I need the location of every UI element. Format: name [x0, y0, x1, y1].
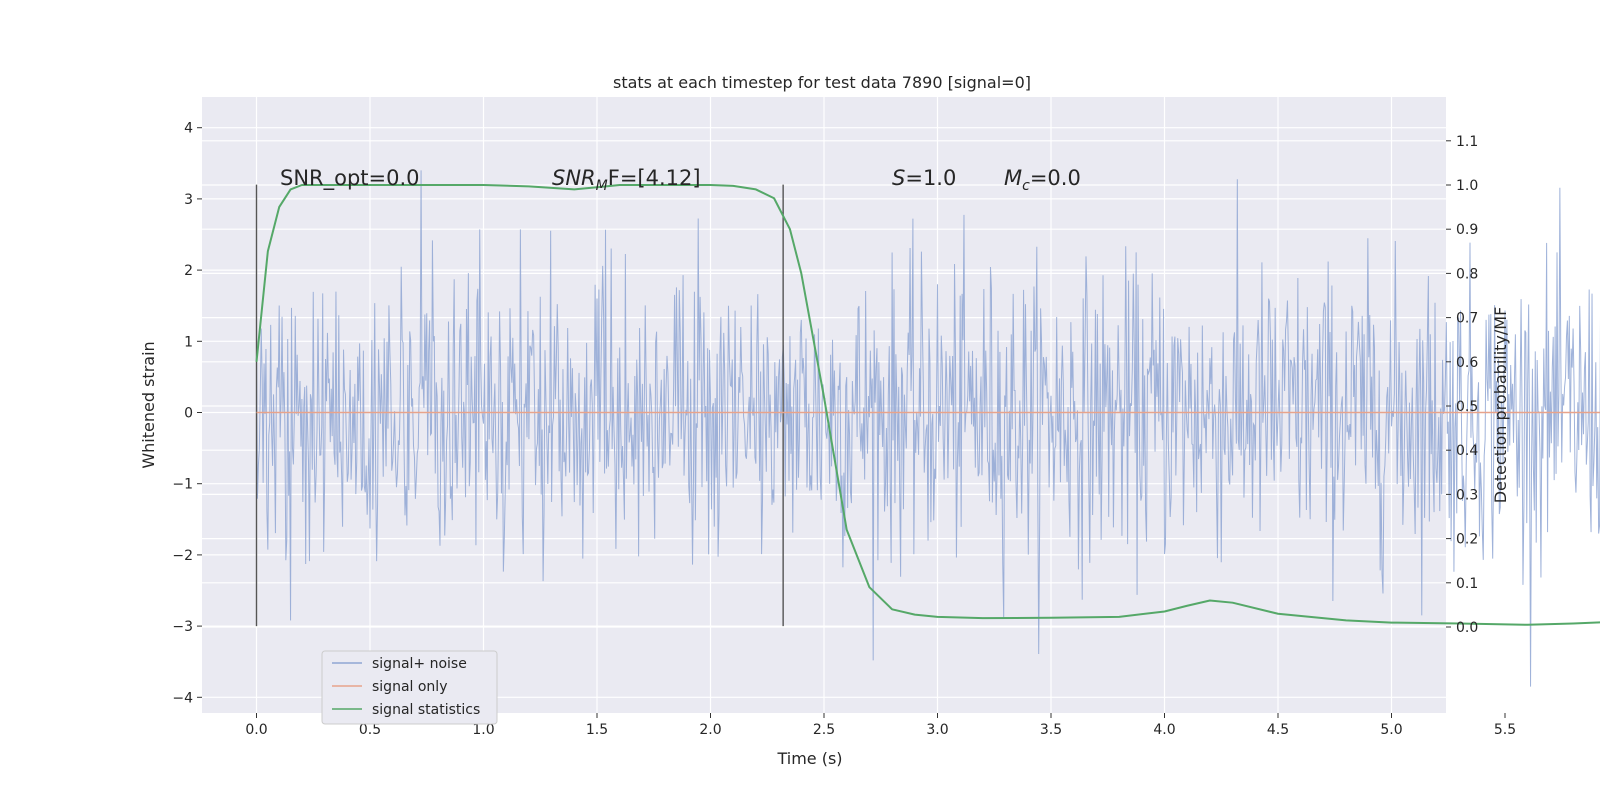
x-axis-label: Time (s) [776, 749, 842, 768]
y2-tick-label: 0.5 [1456, 399, 1478, 415]
y-tick-label: 2 [184, 263, 193, 279]
y-tick-label: 1 [184, 334, 193, 350]
y2-tick-label: 0.7 [1456, 311, 1478, 327]
y2-tick-label: 0.3 [1456, 487, 1478, 503]
y2-tick-label: 0.4 [1456, 443, 1478, 459]
annotation-s-main: S [892, 166, 905, 190]
annotation-s: S=1.0 [892, 166, 956, 190]
legend-label-noise: signal+ noise [372, 656, 467, 672]
y-tick-label: −3 [172, 619, 193, 635]
annotation-snr-mf-rest: F=[4.12] [608, 166, 701, 190]
annotation-mc-rest: =0.0 [1030, 166, 1081, 190]
annotation-snr-opt: SNR_opt=0.0 [280, 166, 420, 191]
x-tick-label: 3.0 [926, 722, 948, 738]
x-tick-label: 2.0 [699, 722, 721, 738]
y2-tick-label: 0.8 [1456, 266, 1478, 282]
chart-title: stats at each timestep for test data 789… [613, 73, 1031, 92]
legend-label-statistics: signal statistics [372, 702, 480, 718]
annotation-snr-mf-main: SNR [552, 166, 596, 190]
y2-tick-label: 0.6 [1456, 355, 1478, 371]
y-tick-label: 4 [184, 121, 193, 137]
x-tick-label: 3.5 [1040, 722, 1062, 738]
x-tick-label: 0.0 [245, 722, 267, 738]
x-tick-label: 1.5 [586, 722, 608, 738]
annotation-mc-main: M [1004, 166, 1022, 190]
y2-tick-label: 0.0 [1456, 620, 1478, 636]
x-tick-label: 5.5 [1494, 722, 1516, 738]
y2-tick-label: 0.1 [1456, 576, 1478, 592]
x-tick-label: 4.5 [1267, 722, 1289, 738]
y2-tick-label: 0.9 [1456, 222, 1478, 238]
y-axis-label: Whitened strain [139, 341, 158, 468]
annotation-mc: Mc=0.0 [1004, 166, 1081, 194]
y-tick-label: −1 [172, 477, 193, 493]
y-tick-label: −2 [172, 548, 193, 564]
y-tick-label: 0 [184, 406, 193, 422]
legend: signal+ noise signal only signal statist… [322, 651, 497, 724]
x-tick-label: 2.5 [813, 722, 835, 738]
annotation-snr-mf-sub: M [596, 178, 608, 194]
y2-tick-label: 1.0 [1456, 178, 1478, 194]
y-tick-label: 3 [184, 192, 193, 208]
legend-label-signal-only: signal only [372, 679, 447, 695]
x-tick-label: 4.0 [1153, 722, 1175, 738]
annotation-s-rest: =1.0 [905, 166, 956, 190]
y2-axis-ticks: 0.0 0.1 0.2 0.3 0.4 0.5 0.6 0.7 0.8 0.9 1.0 1.1 [1446, 134, 1478, 636]
x-tick-label: 5.0 [1380, 722, 1402, 738]
y2-axis-label: Detection probability/MF [1491, 307, 1510, 504]
y-tick-label: −4 [172, 690, 193, 706]
y-axis-ticks: 4 3 2 1 0 −1 −2 −3 −4 [172, 121, 202, 707]
y2-tick-label: 0.2 [1456, 532, 1478, 548]
y2-tick-label: 1.1 [1456, 134, 1478, 150]
annotation-snr-mf: SNRMF=[4.12] [552, 166, 701, 194]
